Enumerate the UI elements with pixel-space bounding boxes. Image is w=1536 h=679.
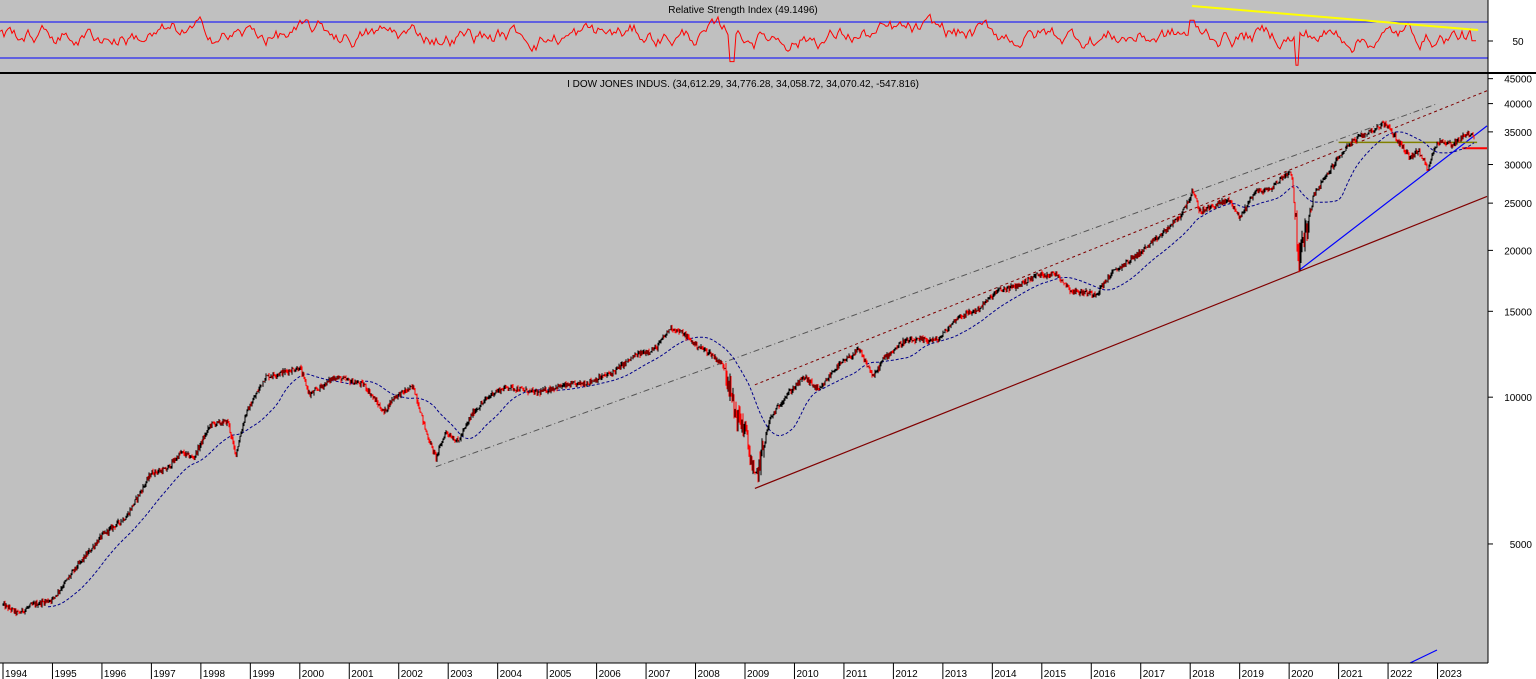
x-axis-background bbox=[0, 663, 1536, 679]
x-tick-label: 2016 bbox=[1093, 669, 1116, 679]
x-tick-label: 2007 bbox=[648, 669, 671, 679]
price-panel-background bbox=[0, 74, 1488, 663]
x-tick-label: 2020 bbox=[1291, 669, 1314, 679]
x-tick-label: 1996 bbox=[104, 669, 127, 679]
x-tick-label: 2000 bbox=[302, 669, 325, 679]
support-trendline bbox=[754, 195, 1488, 489]
y-tick-label: 15000 bbox=[1504, 307, 1532, 318]
recent-trendline bbox=[1298, 125, 1488, 271]
x-tick-label: 2023 bbox=[1440, 669, 1463, 679]
price-panel: I DOW JONES INDUS. (34,612.29, 34,776.28… bbox=[0, 74, 1536, 664]
x-tick-label: 1998 bbox=[203, 669, 226, 679]
trendlines-layer bbox=[435, 90, 1488, 664]
y-tick-label: 5000 bbox=[1510, 540, 1533, 551]
x-tick-label: 2015 bbox=[1044, 669, 1067, 679]
rsi-axis-background bbox=[1488, 0, 1536, 72]
x-axis: 1994 1995 1996 1997 1998 1999 2000 2001 2002 2003… bbox=[0, 662, 1536, 679]
x-tick-label: 2002 bbox=[401, 669, 424, 679]
x-tick-label: 2003 bbox=[450, 669, 473, 679]
y-tick-label: 20000 bbox=[1504, 246, 1532, 257]
moving-average-line bbox=[48, 131, 1475, 608]
y-tick-label: 30000 bbox=[1504, 161, 1532, 172]
y-tick-label: 45000 bbox=[1504, 75, 1532, 86]
x-tick-label: 2001 bbox=[351, 669, 374, 679]
panel-separator bbox=[0, 72, 1536, 74]
upper-trendline bbox=[435, 103, 1438, 468]
x-tick-label: 2022 bbox=[1390, 669, 1413, 679]
y-tick-label: 10000 bbox=[1504, 393, 1532, 404]
x-tick-label: 2021 bbox=[1341, 669, 1364, 679]
rsi-panel-background bbox=[0, 0, 1488, 72]
x-tick-label: 2005 bbox=[549, 669, 572, 679]
x-tick-label: 2012 bbox=[895, 669, 918, 679]
rsi-series-line bbox=[0, 13, 1476, 66]
x-tick-label: 2018 bbox=[1192, 669, 1215, 679]
x-tick-label: 2013 bbox=[945, 669, 968, 679]
price-axis-background bbox=[1488, 74, 1536, 663]
x-tick-label: 2004 bbox=[500, 669, 523, 679]
x-tick-label: 2017 bbox=[1143, 669, 1166, 679]
x-tick-label: 2014 bbox=[994, 669, 1017, 679]
price-bars-layer bbox=[2, 120, 1475, 617]
rsi-panel: Relative Strength Index (49.1496) 50 bbox=[0, 0, 1536, 72]
x-tick-label: 2019 bbox=[1242, 669, 1265, 679]
rsi-trendline bbox=[1191, 5, 1479, 31]
x-tick-label: 1994 bbox=[5, 669, 28, 679]
bottom-blue-segment bbox=[1409, 649, 1438, 664]
x-tick-label: 1997 bbox=[153, 669, 176, 679]
x-tick-label: 2010 bbox=[796, 669, 819, 679]
x-tick-label: 2008 bbox=[698, 669, 721, 679]
x-tick-label: 1999 bbox=[252, 669, 275, 679]
x-axis-ticks: 1994 1995 1996 1997 1998 1999 2000 2001 2002 2003… bbox=[2, 663, 1463, 679]
x-tick-label: 2006 bbox=[599, 669, 622, 679]
price-y-axis-ticks: 45000 40000 35000 30000 25000 20000 15000 10000… bbox=[1488, 75, 1532, 551]
rsi-mid-tick-label: 50 bbox=[1512, 37, 1524, 48]
x-tick-label: 1995 bbox=[54, 669, 77, 679]
rsi-title: Relative Strength Index (49.1496) bbox=[668, 5, 818, 16]
y-tick-label: 25000 bbox=[1504, 199, 1532, 210]
price-title: I DOW JONES INDUS. (34,612.29, 34,776.28… bbox=[567, 79, 919, 90]
x-tick-label: 2011 bbox=[846, 669, 868, 679]
y-tick-label: 35000 bbox=[1504, 128, 1532, 139]
x-tick-label: 2009 bbox=[747, 669, 770, 679]
y-tick-label: 40000 bbox=[1504, 100, 1532, 111]
